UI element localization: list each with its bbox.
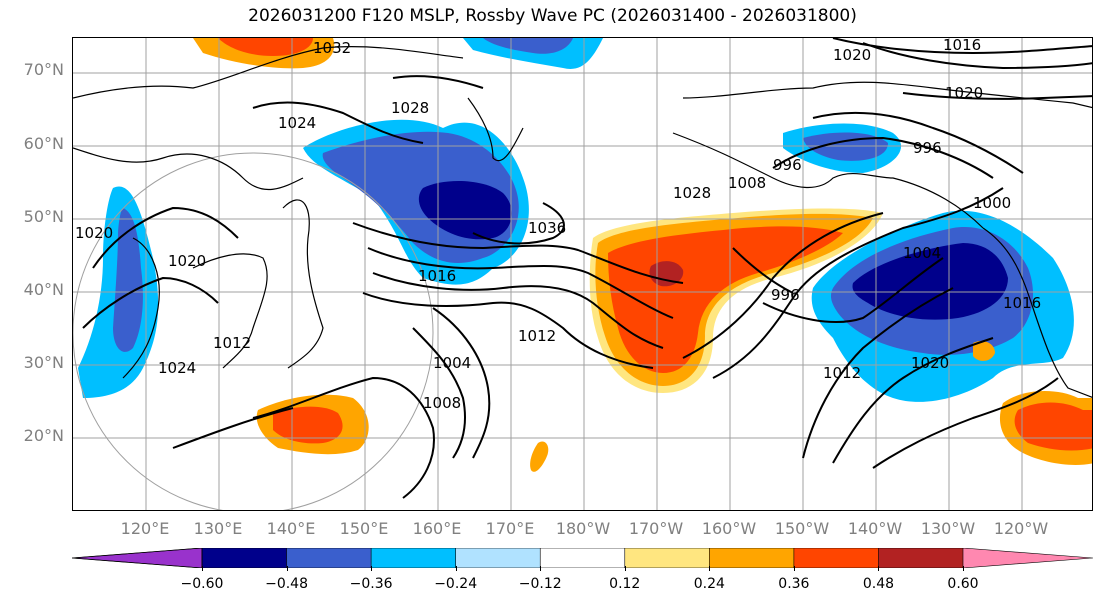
neg-region-north-mid xyxy=(483,38,573,54)
colorbar-tick-label: 0.48 xyxy=(862,576,895,592)
isobar-label: 1028 xyxy=(673,184,711,202)
isobar-labels: 1032 1020 1016 1028 1020 1024 996 996 10… xyxy=(75,38,1041,412)
isobar-label: 1012 xyxy=(213,334,251,352)
lon-label-170w: 170°W xyxy=(628,519,684,538)
coastlines xyxy=(73,46,1092,398)
colorbar xyxy=(72,548,1093,568)
colorbar-swatch xyxy=(793,548,880,568)
colorbar-swatches xyxy=(72,548,1093,568)
colorbar-swatch xyxy=(539,548,626,568)
colorbar-tick-mark xyxy=(709,566,711,571)
map-title: 2026031200 F120 MSLP, Rossby Wave PC (20… xyxy=(248,6,857,26)
colorbar-swatch xyxy=(286,548,372,568)
isobar-label: 1016 xyxy=(418,267,456,285)
colorbar-tick-mark xyxy=(371,566,373,571)
lon-label-120w: 120°W xyxy=(993,519,1049,538)
neg-region-east-dark xyxy=(852,243,1008,320)
lon-label-160w: 160°W xyxy=(701,519,757,538)
colorbar-tick-mark xyxy=(624,566,626,571)
isobar-label: 996 xyxy=(771,286,800,304)
isobar-label: 1016 xyxy=(1003,294,1041,312)
lon-label-170e: 170°E xyxy=(485,519,535,538)
isobar-label: 1028 xyxy=(391,99,429,117)
isobar-label: 1004 xyxy=(433,354,471,372)
isobar-label: 1008 xyxy=(423,394,461,412)
colorbar-tick-label: 0.60 xyxy=(947,576,979,592)
lat-label-50n: 50°N xyxy=(23,207,64,226)
colorbar-tick-mark xyxy=(286,566,288,571)
lat-label-70n: 70°N xyxy=(23,60,64,79)
colorbar-tick-mark xyxy=(540,566,542,571)
isobar-label: 1016 xyxy=(943,38,981,54)
colorbar-tick-mark xyxy=(202,566,203,571)
lon-label-130w: 130°W xyxy=(920,519,976,538)
pos-region-central-darkred xyxy=(649,261,684,287)
colorbar-tick-label: −0.36 xyxy=(349,576,393,592)
anomaly-shading xyxy=(78,38,1092,472)
isobar-label: 996 xyxy=(913,139,942,157)
lat-label-60n: 60°N xyxy=(23,134,64,153)
neg-region-alaska-mid xyxy=(803,132,888,161)
isobar-label: 1020 xyxy=(75,224,113,242)
isobar-label: 1012 xyxy=(518,327,556,345)
pos-region-west-red xyxy=(273,406,343,444)
isobar-label: 1024 xyxy=(158,359,196,377)
isobar-label: 1032 xyxy=(313,39,351,57)
neg-region-north-sky xyxy=(463,38,603,69)
colorbar-tick-label: −0.60 xyxy=(180,576,224,592)
isobar-label: 1000 xyxy=(973,194,1011,212)
pos-region-topleft-red xyxy=(218,38,313,56)
lon-label-150w: 150°W xyxy=(774,519,830,538)
colorbar-tick-mark xyxy=(793,566,795,571)
isobar-label: 1004 xyxy=(903,244,941,262)
isobar-label: 1012 xyxy=(823,364,861,382)
pos-region-east-small xyxy=(973,341,995,361)
map-svg: 1032 1020 1016 1028 1020 1024 996 996 10… xyxy=(73,38,1092,510)
colorbar-swatch xyxy=(72,548,203,568)
lat-label-40n: 40°N xyxy=(23,280,64,299)
colorbar-tick-label: −0.12 xyxy=(518,576,562,592)
lon-label-160e: 160°E xyxy=(412,519,462,538)
lat-label-20n: 20°N xyxy=(23,426,64,445)
neg-region-japan-dark xyxy=(418,181,512,240)
pos-region-dateline-orange xyxy=(530,441,549,472)
lon-label-140w: 140°W xyxy=(847,519,903,538)
isobar-label: 1020 xyxy=(168,252,206,270)
colorbar-swatch xyxy=(878,548,964,568)
lon-label-140e: 140°E xyxy=(266,519,316,538)
colorbar-swatch xyxy=(201,548,288,568)
isobar-label: 996 xyxy=(773,156,802,174)
isobar-label: 1036 xyxy=(528,219,566,237)
colorbar-tick-mark xyxy=(455,566,457,571)
lon-label-130e: 130°E xyxy=(193,519,243,538)
colorbar-swatch xyxy=(962,548,1093,568)
colorbar-tick-label: 0.24 xyxy=(693,576,725,592)
lon-label-120e: 120°E xyxy=(120,519,170,538)
colorbar-swatch xyxy=(370,548,457,568)
neg-region-west-mid xyxy=(113,208,143,352)
colorbar-tick-mark xyxy=(878,566,880,571)
pos-region-east-red xyxy=(1014,402,1092,451)
colorbar-swatch xyxy=(455,548,542,568)
lat-label-30n: 30°N xyxy=(23,353,64,372)
colorbar-tick-label: −0.48 xyxy=(265,576,308,592)
isobar-label: 1024 xyxy=(278,114,316,132)
colorbar-swatch xyxy=(624,548,711,568)
lon-label-150e: 150°E xyxy=(339,519,389,538)
isobar-label: 1020 xyxy=(945,84,983,102)
map-panel: 1032 1020 1016 1028 1020 1024 996 996 10… xyxy=(72,37,1093,511)
colorbar-tick-label: 0.36 xyxy=(778,576,810,592)
colorbar-tick-label: −0.24 xyxy=(434,576,478,592)
colorbar-swatch xyxy=(709,548,795,568)
lon-label-180w: 180°W xyxy=(555,519,611,538)
isobars xyxy=(82,38,1092,499)
isobar-label: 1020 xyxy=(833,46,871,64)
isobar-label: 1020 xyxy=(911,354,949,372)
isobar-label: 1008 xyxy=(728,174,766,192)
colorbar-tick-mark xyxy=(963,566,964,571)
colorbar-tick-label: 0.12 xyxy=(609,576,641,592)
